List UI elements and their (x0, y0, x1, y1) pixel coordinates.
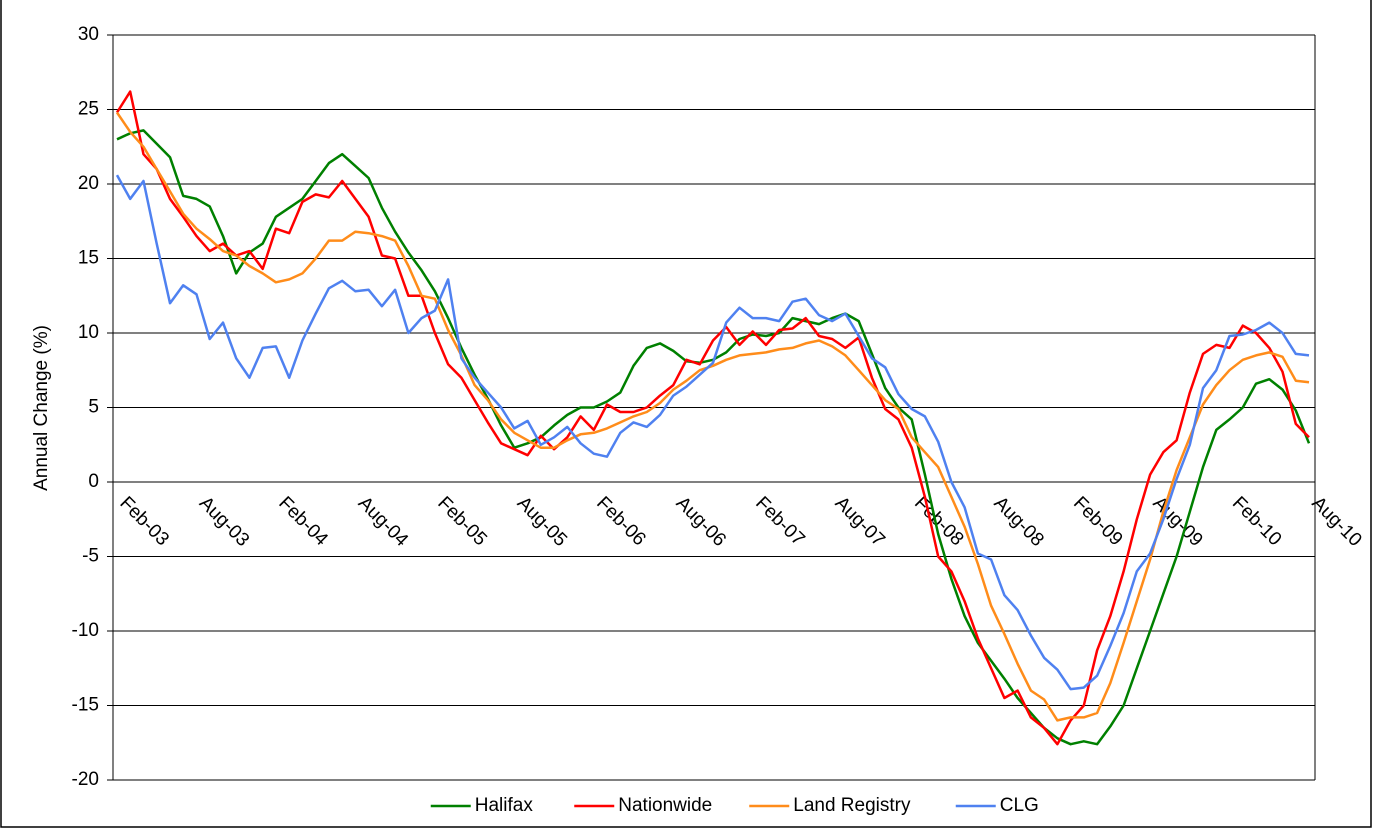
y-tick-label: 30 (78, 24, 99, 45)
y-tick-label: -15 (72, 695, 99, 716)
y-tick-label: 15 (78, 248, 99, 269)
legend-label: CLG (1000, 795, 1039, 816)
y-tick-label: -20 (72, 769, 99, 790)
y-tick-label: 25 (78, 99, 99, 120)
y-tick-label: -10 (72, 620, 99, 641)
y-axis-label: Annual Change (%) (31, 325, 52, 491)
y-tick-label: 0 (88, 471, 99, 492)
legend-label: Nationwide (618, 795, 712, 816)
series-line (115, 90, 1310, 746)
legend-label: Land Registry (793, 795, 911, 816)
y-tick-label: -5 (82, 546, 99, 567)
legend-label: Halifax (475, 795, 534, 816)
series-line (115, 174, 1310, 691)
y-tick-label: 20 (78, 173, 99, 194)
y-tick-label: 10 (78, 322, 99, 343)
series-line (115, 111, 1310, 722)
y-tick-label: 5 (88, 397, 99, 418)
